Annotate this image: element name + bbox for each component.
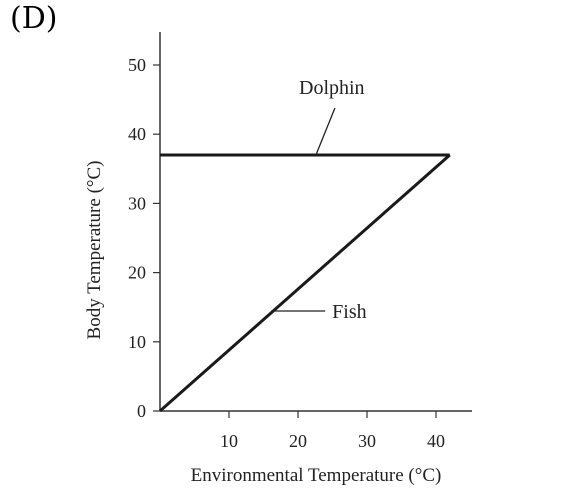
x-axis-label: Environmental Temperature (°C) [191,465,442,486]
y-tick-label: 30 [128,193,146,213]
dolphin-label: Dolphin [299,77,365,99]
series [159,153,451,413]
panel-label: (D) [10,1,58,36]
x-tick-label: 40 [427,431,445,451]
y-tick-label: 20 [128,263,146,283]
series-line-fish [159,153,451,413]
y-tick-label: 50 [128,55,146,75]
fish-label: Fish [332,301,366,323]
y-axis-label: Body Temperature (°C) [84,161,105,340]
x-tick-label: 30 [358,431,376,451]
y-tick-label: 40 [128,124,146,144]
ticks: 0 10 20 30 40 50 10 20 30 40 [128,55,445,451]
y-tick-label: 10 [128,332,146,352]
x-tick-label: 20 [289,431,307,451]
dolphin-leader-line [315,107,336,156]
annotations: Dolphin Fish [271,77,367,323]
axes [159,32,472,412]
x-tick-label: 10 [220,431,238,451]
y-tick-label: 0 [137,401,146,421]
